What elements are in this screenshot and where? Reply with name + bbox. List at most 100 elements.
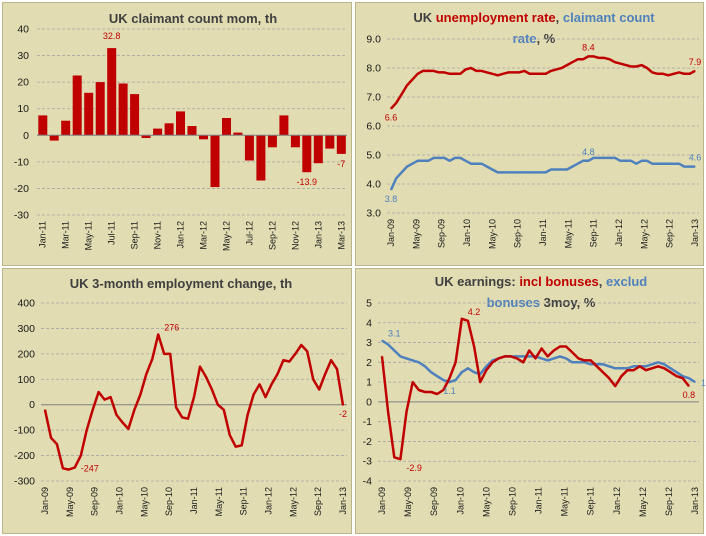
title-part: exclud bbox=[606, 274, 647, 289]
blue-series-point bbox=[641, 160, 643, 162]
red-series-point bbox=[571, 351, 573, 353]
panel-employment-change: UK 3-month employment change, th 400 300 20… bbox=[2, 268, 352, 534]
red-series-point bbox=[516, 357, 518, 359]
red-series-point bbox=[507, 71, 509, 73]
blue-series-point bbox=[448, 381, 451, 383]
red-series-point bbox=[411, 79, 413, 81]
x-tick-label: Sep-12 bbox=[267, 221, 277, 250]
blue-series-point bbox=[614, 367, 616, 369]
red-series-point bbox=[44, 409, 46, 411]
title-part: UK claimant count mom, th bbox=[109, 11, 277, 26]
red-series-point bbox=[486, 71, 488, 73]
blue-series-point bbox=[507, 171, 509, 173]
red-series-point bbox=[461, 318, 463, 320]
blue-series-line bbox=[381, 339, 696, 384]
red-series-point bbox=[587, 55, 589, 58]
blue-series-point bbox=[449, 160, 451, 162]
blue-series-point bbox=[518, 171, 520, 173]
claimant-bar bbox=[38, 115, 48, 136]
x-tick-label: Mar-13 bbox=[336, 221, 346, 250]
blue-series-point bbox=[678, 163, 680, 165]
x-tick-label: Jan-13 bbox=[313, 221, 323, 249]
blue-series-point bbox=[541, 357, 543, 359]
x-tick-label: Jan-12 bbox=[264, 487, 274, 515]
red-series-point bbox=[534, 73, 536, 75]
x-tick-label: May-11 bbox=[563, 219, 573, 248]
red-series-point bbox=[422, 70, 424, 72]
red-series-point bbox=[399, 458, 401, 460]
red-series-point bbox=[475, 70, 477, 72]
red-series-point bbox=[56, 443, 58, 445]
y-tick-label: 100 bbox=[17, 374, 35, 386]
red-series-point bbox=[465, 68, 467, 70]
y-tick-label: -200 bbox=[14, 450, 35, 462]
blue-series-point bbox=[399, 355, 401, 357]
title-part: , % bbox=[537, 31, 556, 46]
red-series-point bbox=[443, 71, 445, 73]
y-tick-label: 9.0 bbox=[366, 34, 381, 46]
x-tick-label: May-11 bbox=[84, 221, 94, 250]
data-label: -247 bbox=[81, 464, 99, 474]
blue-series-point bbox=[417, 160, 419, 162]
blue-series-line bbox=[389, 156, 695, 191]
claimant-bar bbox=[187, 126, 197, 136]
red-series-point bbox=[417, 73, 419, 75]
blue-series-point bbox=[467, 367, 469, 369]
data-label: 276 bbox=[164, 323, 179, 333]
red-series-point bbox=[330, 359, 332, 361]
data-label: 4.2 bbox=[468, 307, 481, 317]
title-part: UK bbox=[413, 10, 435, 25]
red-series-point bbox=[641, 64, 643, 66]
claimant-bar bbox=[256, 135, 266, 181]
red-series-point bbox=[387, 411, 389, 413]
title-part: UK 3-month employment change, th bbox=[70, 276, 293, 291]
x-tick-label: May-09 bbox=[403, 487, 413, 517]
blue-series-point bbox=[553, 357, 555, 359]
red-series-point bbox=[566, 64, 568, 66]
red-series-point bbox=[635, 65, 637, 68]
blue-series-point bbox=[454, 157, 456, 159]
red-series-point bbox=[663, 367, 665, 369]
blue-series-point bbox=[459, 157, 461, 159]
red-series-point bbox=[312, 378, 314, 380]
red-series-point bbox=[50, 437, 52, 439]
red-series-point bbox=[151, 358, 153, 360]
red-series-point bbox=[442, 389, 444, 391]
red-series-point bbox=[427, 70, 429, 72]
data-label: 6.6 bbox=[385, 113, 398, 123]
blue-series-point bbox=[433, 157, 435, 159]
red-series-point bbox=[139, 393, 141, 396]
earnings-chart: UK earnings: incl bonuses, exclud bonuses… bbox=[363, 274, 705, 517]
claimant-bar bbox=[61, 120, 71, 136]
x-tick-label: Jan-09 bbox=[40, 487, 50, 515]
blue-series-point bbox=[436, 375, 438, 377]
claimant-bar bbox=[72, 75, 82, 136]
x-tick-label: Jul-11 bbox=[107, 221, 117, 245]
y-tick-label: 0 bbox=[29, 399, 35, 411]
x-tick-label: Sep-11 bbox=[589, 219, 599, 247]
chart-title: rate, % bbox=[513, 31, 556, 46]
red-series-point bbox=[92, 409, 94, 411]
red-series-point bbox=[491, 361, 494, 363]
x-tick-label: Sep-11 bbox=[586, 487, 596, 515]
red-series-point bbox=[318, 388, 320, 391]
blue-series-point bbox=[635, 163, 637, 165]
blue-series-point bbox=[593, 157, 595, 159]
red-series-point bbox=[689, 73, 691, 75]
chart-title: UK 3-month employment change, th bbox=[70, 276, 293, 291]
x-tick-label: May-12 bbox=[638, 487, 648, 517]
y-tick-label: 6.0 bbox=[366, 121, 381, 133]
claimant-bar bbox=[233, 132, 243, 136]
claimant-bar bbox=[153, 128, 163, 136]
red-series-point bbox=[145, 373, 147, 375]
red-series-point bbox=[614, 385, 616, 387]
data-label: 3.1 bbox=[388, 329, 401, 339]
red-series-point bbox=[433, 70, 435, 72]
blue-series-point bbox=[683, 166, 685, 168]
red-series-point bbox=[259, 383, 261, 385]
data-label: 1.1 bbox=[443, 386, 456, 396]
y-tick-label: -2 bbox=[363, 436, 372, 448]
red-series-point bbox=[412, 381, 414, 383]
blue-series-point bbox=[669, 367, 672, 369]
red-series-point bbox=[630, 65, 632, 68]
